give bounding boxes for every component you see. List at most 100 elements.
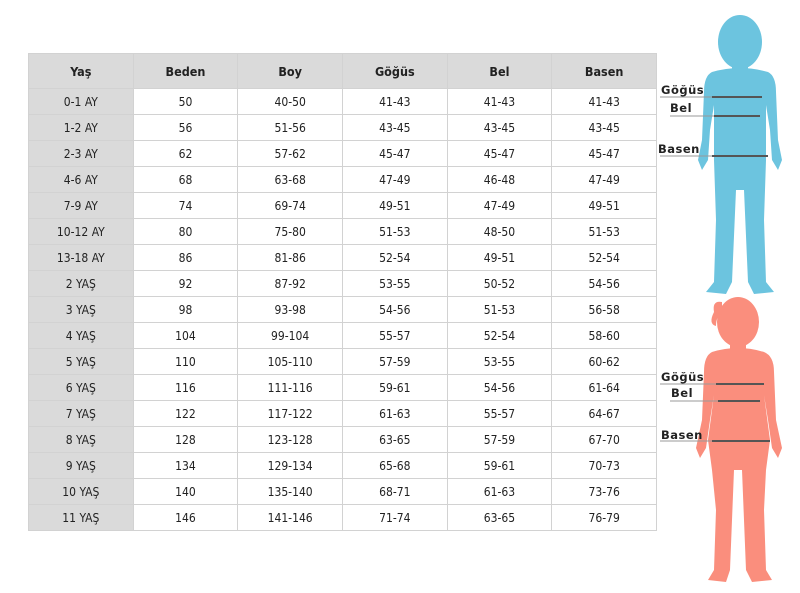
header-row: Yaş Beden Boy Göğüs Bel Basen — [28, 53, 657, 89]
table-cell: 69-74 — [237, 192, 343, 219]
column-header: Bel — [446, 53, 553, 89]
table-cell: 47-49 — [446, 192, 553, 219]
table-cell: 76-79 — [551, 504, 657, 531]
column-header: Yaş — [28, 53, 134, 89]
table-cell: 51-53 — [551, 218, 657, 245]
table-cell: 63-68 — [237, 166, 343, 193]
table-row: 10-12 AY 80 75-80 51-53 48-50 51-53 — [28, 218, 657, 245]
column-header: Göğüs — [341, 53, 448, 89]
table-cell: 140 — [132, 478, 239, 505]
table-cell: 70-73 — [551, 452, 657, 479]
girl-chest-label: Göğüs — [661, 370, 705, 384]
table-row: 8 YAŞ 128 123-128 63-65 57-59 67-70 — [28, 426, 657, 453]
age-cell: 2-3 AY — [28, 140, 134, 167]
table-cell: 99-104 — [237, 322, 343, 349]
table-cell: 51-53 — [341, 218, 448, 245]
table-row: 11 YAŞ 146 141-146 71-74 63-65 76-79 — [28, 504, 657, 531]
table-cell: 58-60 — [551, 322, 657, 349]
table-cell: 123-128 — [237, 426, 343, 453]
table-cell: 57-62 — [237, 140, 343, 167]
table-cell: 41-43 — [341, 88, 448, 115]
table-cell: 68 — [132, 166, 239, 193]
table-cell: 80 — [132, 218, 239, 245]
table-cell: 86 — [132, 244, 239, 271]
table-cell: 51-56 — [237, 114, 343, 141]
boy-waist-label: Bel — [670, 101, 693, 115]
table-cell: 81-86 — [237, 244, 343, 271]
table-cell: 73-76 — [551, 478, 657, 505]
table-cell: 46-48 — [446, 166, 553, 193]
table-cell: 47-49 — [551, 166, 657, 193]
age-cell: 5 YAŞ — [28, 348, 134, 375]
table-cell: 49-51 — [341, 192, 448, 219]
table-row: 1-2 AY 56 51-56 43-45 43-45 43-45 — [28, 114, 657, 141]
age-cell: 11 YAŞ — [28, 504, 134, 531]
age-cell: 10-12 AY — [28, 218, 134, 245]
table-cell: 60-62 — [551, 348, 657, 375]
table-cell: 141-146 — [237, 504, 343, 531]
table-cell: 59-61 — [446, 452, 553, 479]
column-header: Basen — [551, 53, 657, 89]
age-cell: 6 YAŞ — [28, 374, 134, 401]
age-cell: 4-6 AY — [28, 166, 134, 193]
girl-hip-label: Basen — [661, 428, 703, 442]
table-row: 4-6 AY 68 63-68 47-49 46-48 47-49 — [28, 166, 657, 193]
table-cell: 48-50 — [446, 218, 553, 245]
table-cell: 55-57 — [446, 400, 553, 427]
table-cell: 65-68 — [341, 452, 448, 479]
table-cell: 64-67 — [551, 400, 657, 427]
table-cell: 52-54 — [551, 244, 657, 271]
table-cell: 92 — [132, 270, 239, 297]
table-cell: 45-47 — [551, 140, 657, 167]
table-cell: 134 — [132, 452, 239, 479]
table-cell: 62 — [132, 140, 239, 167]
table-row: 4 YAŞ 104 99-104 55-57 52-54 58-60 — [28, 322, 657, 349]
girl-silhouette — [696, 297, 782, 582]
table-cell: 129-134 — [237, 452, 343, 479]
table-row: 5 YAŞ 110 105-110 57-59 53-55 60-62 — [28, 348, 657, 375]
table-cell: 61-63 — [446, 478, 553, 505]
table-cell: 41-43 — [446, 88, 553, 115]
table-cell: 110 — [132, 348, 239, 375]
table-cell: 41-43 — [551, 88, 657, 115]
table-row: 9 YAŞ 134 129-134 65-68 59-61 70-73 — [28, 452, 657, 479]
table-cell: 57-59 — [446, 426, 553, 453]
table-cell: 61-64 — [551, 374, 657, 401]
age-cell: 7 YAŞ — [28, 400, 134, 427]
table-cell: 50 — [132, 88, 239, 115]
table-cell: 43-45 — [551, 114, 657, 141]
age-cell: 10 YAŞ — [28, 478, 134, 505]
table-cell: 146 — [132, 504, 239, 531]
table-cell: 59-61 — [341, 374, 448, 401]
age-cell: 7-9 AY — [28, 192, 134, 219]
table-row: 13-18 AY 86 81-86 52-54 49-51 52-54 — [28, 244, 657, 271]
table-cell: 116 — [132, 374, 239, 401]
table-cell: 53-55 — [446, 348, 553, 375]
table-cell: 67-70 — [551, 426, 657, 453]
table-cell: 54-56 — [341, 296, 448, 323]
table-cell: 128 — [132, 426, 239, 453]
table-cell: 52-54 — [341, 244, 448, 271]
table-row: 6 YAŞ 116 111-116 59-61 54-56 61-64 — [28, 374, 657, 401]
age-cell: 3 YAŞ — [28, 296, 134, 323]
table-cell: 52-54 — [446, 322, 553, 349]
girl-waist-label: Bel — [671, 386, 694, 400]
table-cell: 105-110 — [237, 348, 343, 375]
age-cell: 13-18 AY — [28, 244, 134, 271]
table-cell: 71-74 — [341, 504, 448, 531]
age-cell: 0-1 AY — [28, 88, 134, 115]
boy-hip-label: Basen — [658, 142, 700, 156]
table-cell: 49-51 — [551, 192, 657, 219]
boy-silhouette — [698, 15, 782, 294]
size-chart-table: Yaş Beden Boy Göğüs Bel Basen 0-1 AY 50 40-50 41… — [28, 53, 657, 531]
age-cell: 9 YAŞ — [28, 452, 134, 479]
table-cell: 53-55 — [341, 270, 448, 297]
table-cell: 47-49 — [341, 166, 448, 193]
table-cell: 57-59 — [341, 348, 448, 375]
column-header: Beden — [132, 53, 239, 89]
table-cell: 68-71 — [341, 478, 448, 505]
age-cell: 1-2 AY — [28, 114, 134, 141]
table-row: 2-3 AY 62 57-62 45-47 45-47 45-47 — [28, 140, 657, 167]
table-cell: 54-56 — [551, 270, 657, 297]
table-cell: 43-45 — [341, 114, 448, 141]
